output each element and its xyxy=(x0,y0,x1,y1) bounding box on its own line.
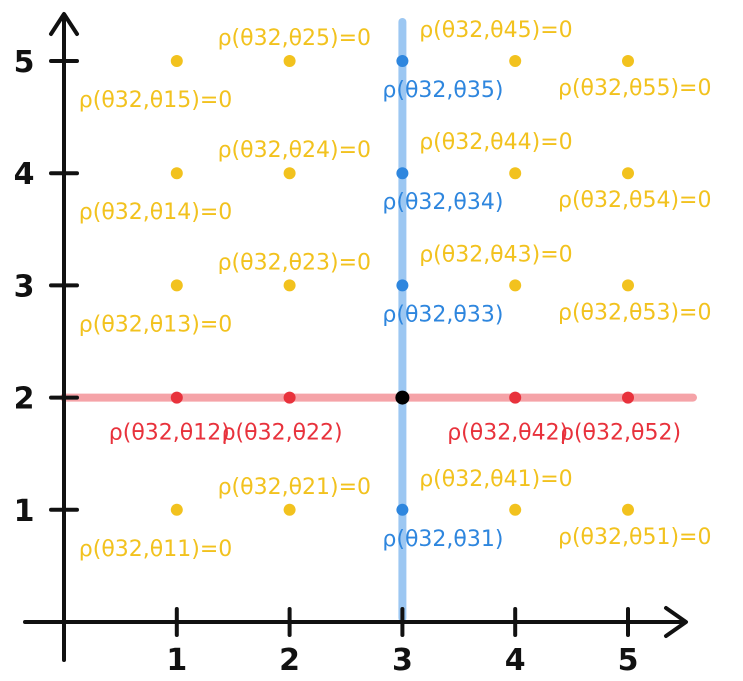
point-zero xyxy=(283,279,296,292)
point-column xyxy=(396,167,409,180)
point-row xyxy=(170,391,183,404)
point-label-zero: ρ(θ32,θ23)=0 xyxy=(218,250,371,275)
y-axis-arrowhead xyxy=(49,12,79,36)
data-points xyxy=(170,55,634,516)
point-label-column: ρ(θ32,θ35) xyxy=(382,78,503,103)
point-zero xyxy=(509,279,522,292)
point-zero xyxy=(283,55,296,67)
point-zero xyxy=(170,55,183,67)
point-label-zero: ρ(θ32,θ24)=0 xyxy=(218,138,371,163)
point-column xyxy=(396,279,409,292)
point-column xyxy=(396,503,409,516)
point-zero xyxy=(509,503,522,516)
point-label-zero: ρ(θ32,θ45)=0 xyxy=(419,18,572,43)
point-zero xyxy=(509,167,522,180)
x-tick-label: 5 xyxy=(618,643,639,678)
point-label-zero: ρ(θ32,θ15)=0 xyxy=(79,88,232,113)
point-label-zero: ρ(θ32,θ14)=0 xyxy=(79,200,232,225)
point-column xyxy=(396,55,409,67)
point-label-zero: ρ(θ32,θ44)=0 xyxy=(419,130,572,155)
point-label-zero: ρ(θ32,θ25)=0 xyxy=(218,26,371,51)
point-label-zero: ρ(θ32,θ21)=0 xyxy=(218,475,371,500)
point-label-zero: ρ(θ32,θ51)=0 xyxy=(558,525,711,550)
x-tick-label: 4 xyxy=(505,643,526,678)
point-label-zero: ρ(θ32,θ11)=0 xyxy=(79,537,232,562)
x-axis-arrowhead xyxy=(664,606,688,638)
point-zero xyxy=(170,167,183,180)
point-label-zero: ρ(θ32,θ13)=0 xyxy=(79,312,232,337)
point-label-zero: ρ(θ32,θ53)=0 xyxy=(558,300,711,325)
point-zero xyxy=(283,167,296,180)
point-row xyxy=(622,391,634,404)
highlight-lines xyxy=(60,18,697,622)
x-tick-label: 1 xyxy=(166,643,187,678)
point-label-row: ρ(θ32,θ42) xyxy=(447,421,568,446)
point-zero xyxy=(622,55,634,67)
point-label-zero: ρ(θ32,θ41)=0 xyxy=(419,467,572,492)
axes xyxy=(23,12,688,662)
point-row xyxy=(283,391,296,404)
y-tick-label: 5 xyxy=(14,45,35,80)
point-label-row: ρ(θ32,θ52) xyxy=(560,421,681,446)
y-tick-label: 1 xyxy=(14,494,35,529)
axis-ticks: 1 2 3 4 5 1 2 3 4 5 xyxy=(14,45,639,678)
x-tick-label: 3 xyxy=(392,643,413,678)
center-point xyxy=(395,390,410,405)
point-zero xyxy=(170,279,183,292)
point-zero xyxy=(622,503,634,516)
point-label-zero: ρ(θ32,θ55)=0 xyxy=(558,76,711,101)
point-label-column: ρ(θ32,θ31) xyxy=(382,527,503,552)
point-zero xyxy=(622,167,634,180)
point-label-row: ρ(θ32,θ22) xyxy=(222,421,343,446)
point-labels: ρ(θ32,θ11)=0 ρ(θ32,θ13)=0 ρ(θ32,θ14)=0 ρ(θ3… xyxy=(79,18,712,562)
point-label-row: ρ(θ32,θ12) xyxy=(109,421,230,446)
point-zero xyxy=(170,503,183,516)
point-label-column: ρ(θ32,θ33) xyxy=(382,302,503,327)
y-tick-label: 4 xyxy=(14,157,35,192)
point-label-zero: ρ(θ32,θ54)=0 xyxy=(558,188,711,213)
x-tick-label: 2 xyxy=(279,643,300,678)
point-row xyxy=(509,391,522,404)
point-label-column: ρ(θ32,θ34) xyxy=(382,190,503,215)
point-zero xyxy=(622,279,634,292)
point-label-zero: ρ(θ32,θ43)=0 xyxy=(419,242,572,267)
point-zero xyxy=(283,503,296,516)
y-tick-label: 2 xyxy=(14,382,35,417)
point-zero xyxy=(509,55,522,67)
y-tick-label: 3 xyxy=(14,269,35,304)
